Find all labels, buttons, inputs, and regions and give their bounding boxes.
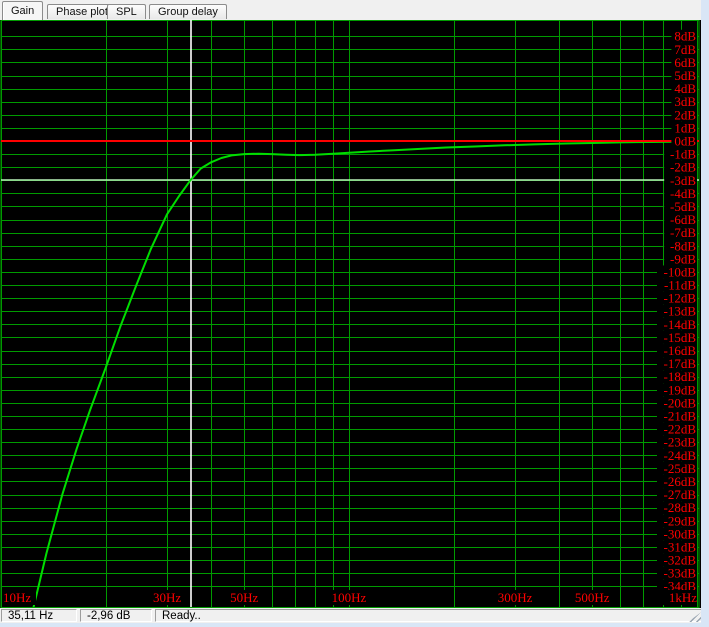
tab-strip: Gain Phase plot SPL Group delay (0, 0, 701, 20)
window-edge-right (701, 0, 709, 623)
svg-text:-24dB: -24dB (664, 448, 697, 463)
svg-text:-32dB: -32dB (664, 553, 697, 568)
status-cursor-frequency: 35,11 Hz (1, 609, 77, 622)
svg-text:-16dB: -16dB (664, 343, 697, 358)
svg-text:-13dB: -13dB (664, 304, 697, 319)
svg-text:-3dB: -3dB (670, 173, 696, 188)
svg-text:-9dB: -9dB (670, 251, 696, 266)
svg-text:-21dB: -21dB (664, 408, 697, 423)
svg-text:-28dB: -28dB (664, 500, 697, 515)
svg-text:-10dB: -10dB (664, 264, 697, 279)
svg-text:-12dB: -12dB (664, 291, 697, 306)
svg-text:-7dB: -7dB (670, 225, 696, 240)
y-axis-labels: 8dB7dB6dB5dB4dB3dB2dB1dB0dB-1dB-2dB-3dB-… (657, 29, 697, 594)
svg-text:-14dB: -14dB (664, 317, 697, 332)
svg-text:-27dB: -27dB (664, 487, 697, 502)
gain-response-chart[interactable]: 8dB7dB6dB5dB4dB3dB2dB1dB0dB-1dB-2dB-3dB-… (0, 20, 701, 608)
svg-text:1kHz: 1kHz (669, 590, 697, 605)
tab-spl[interactable]: SPL (107, 4, 146, 19)
svg-text:30Hz: 30Hz (153, 590, 181, 605)
gain-plot-area[interactable]: 8dB 7dB 6dB 5dB 4dB 3dB 2dB 1dB 0dB -1dB -2dB -3dB -… (0, 20, 701, 608)
svg-text:-5dB: -5dB (670, 199, 696, 214)
tab-group-delay[interactable]: Group delay (149, 4, 227, 19)
svg-text:100Hz: 100Hz (332, 590, 367, 605)
svg-text:-4dB: -4dB (670, 186, 696, 201)
svg-text:2dB: 2dB (674, 107, 696, 122)
svg-text:7dB: 7dB (674, 42, 696, 57)
svg-text:-26dB: -26dB (664, 474, 697, 489)
tab-gain[interactable]: Gain (2, 1, 44, 20)
svg-text:-8dB: -8dB (670, 238, 696, 253)
svg-text:6dB: 6dB (674, 55, 696, 70)
svg-text:3dB: 3dB (674, 94, 696, 109)
svg-text:5dB: 5dB (674, 68, 696, 83)
svg-text:4dB: 4dB (674, 81, 696, 96)
svg-text:-30dB: -30dB (664, 526, 697, 541)
window-edge-bottom (0, 623, 709, 627)
svg-text:-23dB: -23dB (664, 435, 697, 450)
svg-text:-17dB: -17dB (664, 356, 697, 371)
svg-text:-25dB: -25dB (664, 461, 697, 476)
svg-text:300Hz: 300Hz (498, 590, 533, 605)
svg-text:-11dB: -11dB (664, 278, 696, 293)
svg-text:-31dB: -31dB (664, 539, 697, 554)
svg-text:50Hz: 50Hz (230, 590, 258, 605)
svg-text:-20dB: -20dB (664, 395, 697, 410)
status-message: Ready.. (155, 609, 703, 622)
svg-text:-2dB: -2dB (670, 160, 696, 175)
svg-text:-1dB: -1dB (670, 147, 696, 162)
svg-text:500Hz: 500Hz (575, 590, 610, 605)
svg-text:8dB: 8dB (674, 29, 696, 44)
svg-text:-29dB: -29dB (664, 513, 697, 528)
grid-lines (0, 20, 700, 608)
svg-text:-6dB: -6dB (670, 212, 696, 227)
x-axis-labels: 10Hz 30Hz 50Hz 100Hz 300Hz 500Hz 1kHz (2, 590, 697, 605)
svg-text:-19dB: -19dB (664, 382, 697, 397)
status-bar: 35,11 Hz -2,96 dB Ready.. (0, 608, 709, 623)
gain-response-curve (32, 140, 698, 607)
svg-text:-34dB: -34dB (664, 579, 697, 594)
svg-text:1dB: 1dB (674, 120, 696, 135)
svg-text:-18dB: -18dB (664, 369, 697, 384)
svg-text:0dB: 0dB (674, 134, 696, 149)
tab-phase-plot[interactable]: Phase plot (47, 4, 117, 19)
svg-text:-33dB: -33dB (664, 566, 697, 581)
svg-text:-22dB: -22dB (664, 422, 697, 437)
status-cursor-gain: -2,96 dB (80, 609, 152, 622)
svg-text:10Hz: 10Hz (3, 590, 31, 605)
svg-text:-15dB: -15dB (664, 330, 697, 345)
